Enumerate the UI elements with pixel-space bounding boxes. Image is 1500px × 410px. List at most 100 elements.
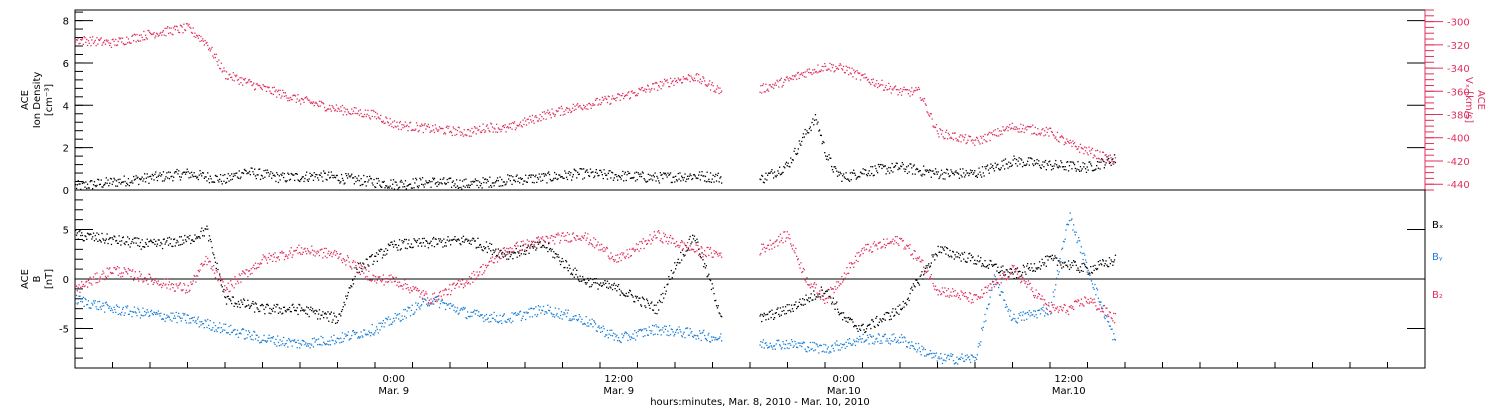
data-point (222, 70, 224, 72)
data-point (264, 176, 266, 178)
data-point (1058, 271, 1060, 273)
data-point (784, 313, 786, 315)
data-point (418, 185, 420, 187)
data-point (95, 238, 97, 240)
data-point (423, 237, 425, 240)
data-point (370, 178, 372, 180)
data-point (177, 315, 179, 317)
data-point (375, 111, 377, 113)
data-point (890, 340, 892, 342)
data-point (301, 98, 303, 100)
data-point (921, 99, 923, 101)
data-point (964, 355, 967, 357)
data-point (1091, 169, 1094, 172)
data-point (999, 270, 1001, 273)
data-point (1091, 272, 1094, 274)
data-point (314, 176, 316, 178)
data-point (878, 321, 880, 323)
data-point (1060, 136, 1062, 138)
data-point (392, 179, 395, 181)
data-point (571, 318, 574, 320)
data-point (615, 284, 617, 287)
data-point (1009, 315, 1011, 317)
data-point (184, 29, 186, 31)
data-point (1028, 267, 1030, 269)
data-point (156, 283, 159, 285)
data-point (1099, 168, 1101, 170)
data-point (166, 172, 168, 174)
data-point (370, 109, 372, 112)
data-point (117, 242, 119, 244)
data-point (359, 184, 361, 187)
data-point (937, 357, 939, 360)
data-point (820, 134, 822, 137)
data-point (1053, 257, 1055, 260)
data-point (271, 172, 274, 174)
data-point (456, 239, 459, 241)
data-point (1087, 269, 1089, 271)
data-point (650, 302, 652, 305)
data-point (386, 117, 388, 119)
data-point (878, 85, 880, 87)
data-point (106, 303, 108, 306)
data-point (143, 246, 145, 248)
data-point (770, 345, 772, 347)
data-point (492, 182, 494, 184)
data-point (456, 133, 458, 136)
data-point (255, 83, 257, 85)
data-point (435, 182, 437, 184)
data-point (597, 104, 599, 106)
data-point (772, 348, 774, 350)
data-point (994, 162, 996, 164)
data-point (646, 88, 648, 91)
data-point (536, 120, 539, 122)
data-point (972, 142, 974, 144)
data-point (879, 342, 881, 345)
data-point (940, 357, 943, 359)
data-point (842, 175, 844, 177)
data-point (699, 179, 701, 181)
data-point (920, 174, 922, 176)
data-point (430, 130, 432, 132)
data-point (1079, 143, 1082, 145)
data-point (889, 167, 892, 169)
data-point (703, 77, 705, 79)
data-point (673, 176, 675, 178)
data-point (151, 312, 153, 315)
data-point (284, 310, 286, 312)
data-point (533, 245, 535, 247)
data-point (785, 312, 788, 315)
data-point (568, 319, 570, 322)
data-point (419, 177, 421, 179)
data-point (843, 176, 846, 178)
data-point (138, 245, 141, 247)
data-point (695, 177, 697, 179)
data-point (784, 343, 787, 346)
data-point (430, 186, 432, 188)
data-point (1097, 297, 1099, 299)
data-point (192, 319, 194, 322)
data-point (463, 241, 465, 243)
data-point (620, 290, 622, 292)
data-point (622, 336, 624, 339)
data-point (168, 316, 171, 318)
data-point (775, 343, 777, 345)
data-point (534, 116, 536, 118)
data-point (433, 131, 436, 134)
data-point (251, 167, 253, 169)
data-point (1000, 167, 1002, 169)
data-point (284, 180, 286, 182)
data-point (1077, 267, 1079, 269)
data-point (1003, 159, 1005, 161)
data-point (906, 304, 908, 306)
data-point (365, 334, 367, 336)
data-point (310, 102, 312, 105)
data-point (248, 79, 250, 81)
data-point (1031, 133, 1033, 135)
data-point (183, 23, 185, 25)
data-point (705, 265, 707, 267)
data-point (548, 173, 551, 176)
data-point (196, 176, 199, 178)
data-point (981, 327, 983, 329)
data-point (461, 307, 463, 309)
